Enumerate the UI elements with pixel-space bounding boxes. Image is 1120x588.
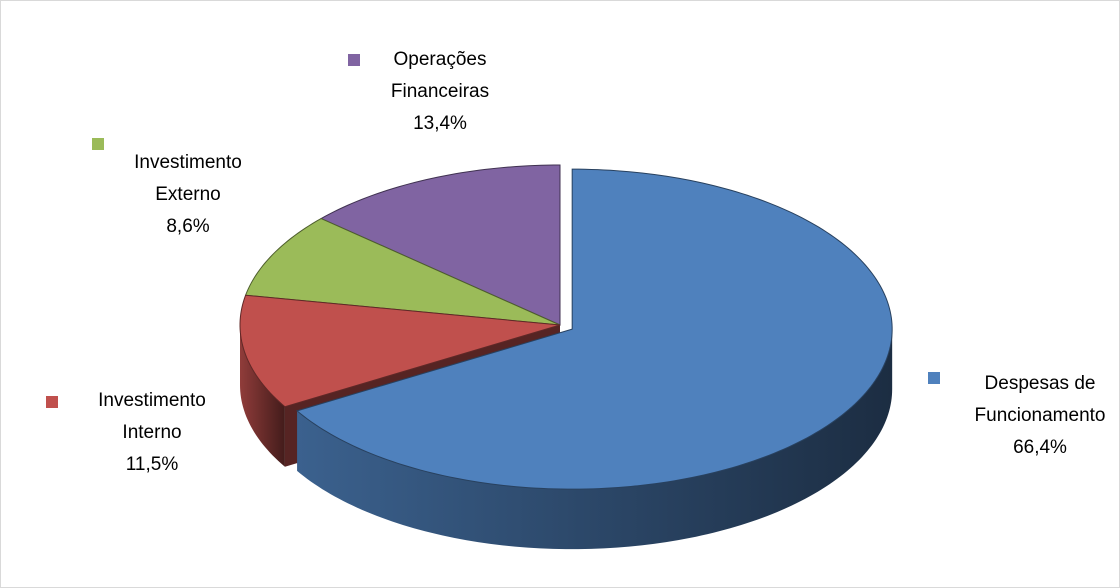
category-label: Investimento Interno — [98, 390, 206, 443]
slice-top — [244, 217, 561, 326]
slice-top — [319, 164, 561, 326]
slice — [244, 217, 561, 326]
data-label: Investimento Externo 8,6% — [113, 147, 263, 243]
legend-marker — [348, 54, 360, 66]
slice-top — [239, 294, 561, 408]
slice — [296, 168, 893, 550]
legend-marker — [46, 396, 58, 408]
data-label: Operações Financeiras 13,4% — [370, 44, 510, 140]
slice-top — [296, 168, 893, 490]
slice-side — [240, 325, 285, 467]
legend-marker — [928, 372, 940, 384]
value-label: 11,5% — [125, 454, 179, 475]
value-label: 8,6% — [166, 216, 210, 237]
value-label: 66,4% — [1013, 437, 1067, 458]
category-label: Operações Financeiras — [390, 49, 490, 102]
category-label: Despesas de Funcionamento — [974, 373, 1106, 426]
category-label: Investimento Externo — [134, 152, 242, 205]
slice-side — [297, 329, 893, 550]
data-label: Investimento Interno 11,5% — [77, 385, 227, 481]
slice — [319, 164, 561, 326]
legend-marker — [92, 138, 104, 150]
data-label: Despesas de Funcionamento 66,4% — [960, 368, 1120, 464]
value-label: 13,4% — [413, 113, 467, 134]
